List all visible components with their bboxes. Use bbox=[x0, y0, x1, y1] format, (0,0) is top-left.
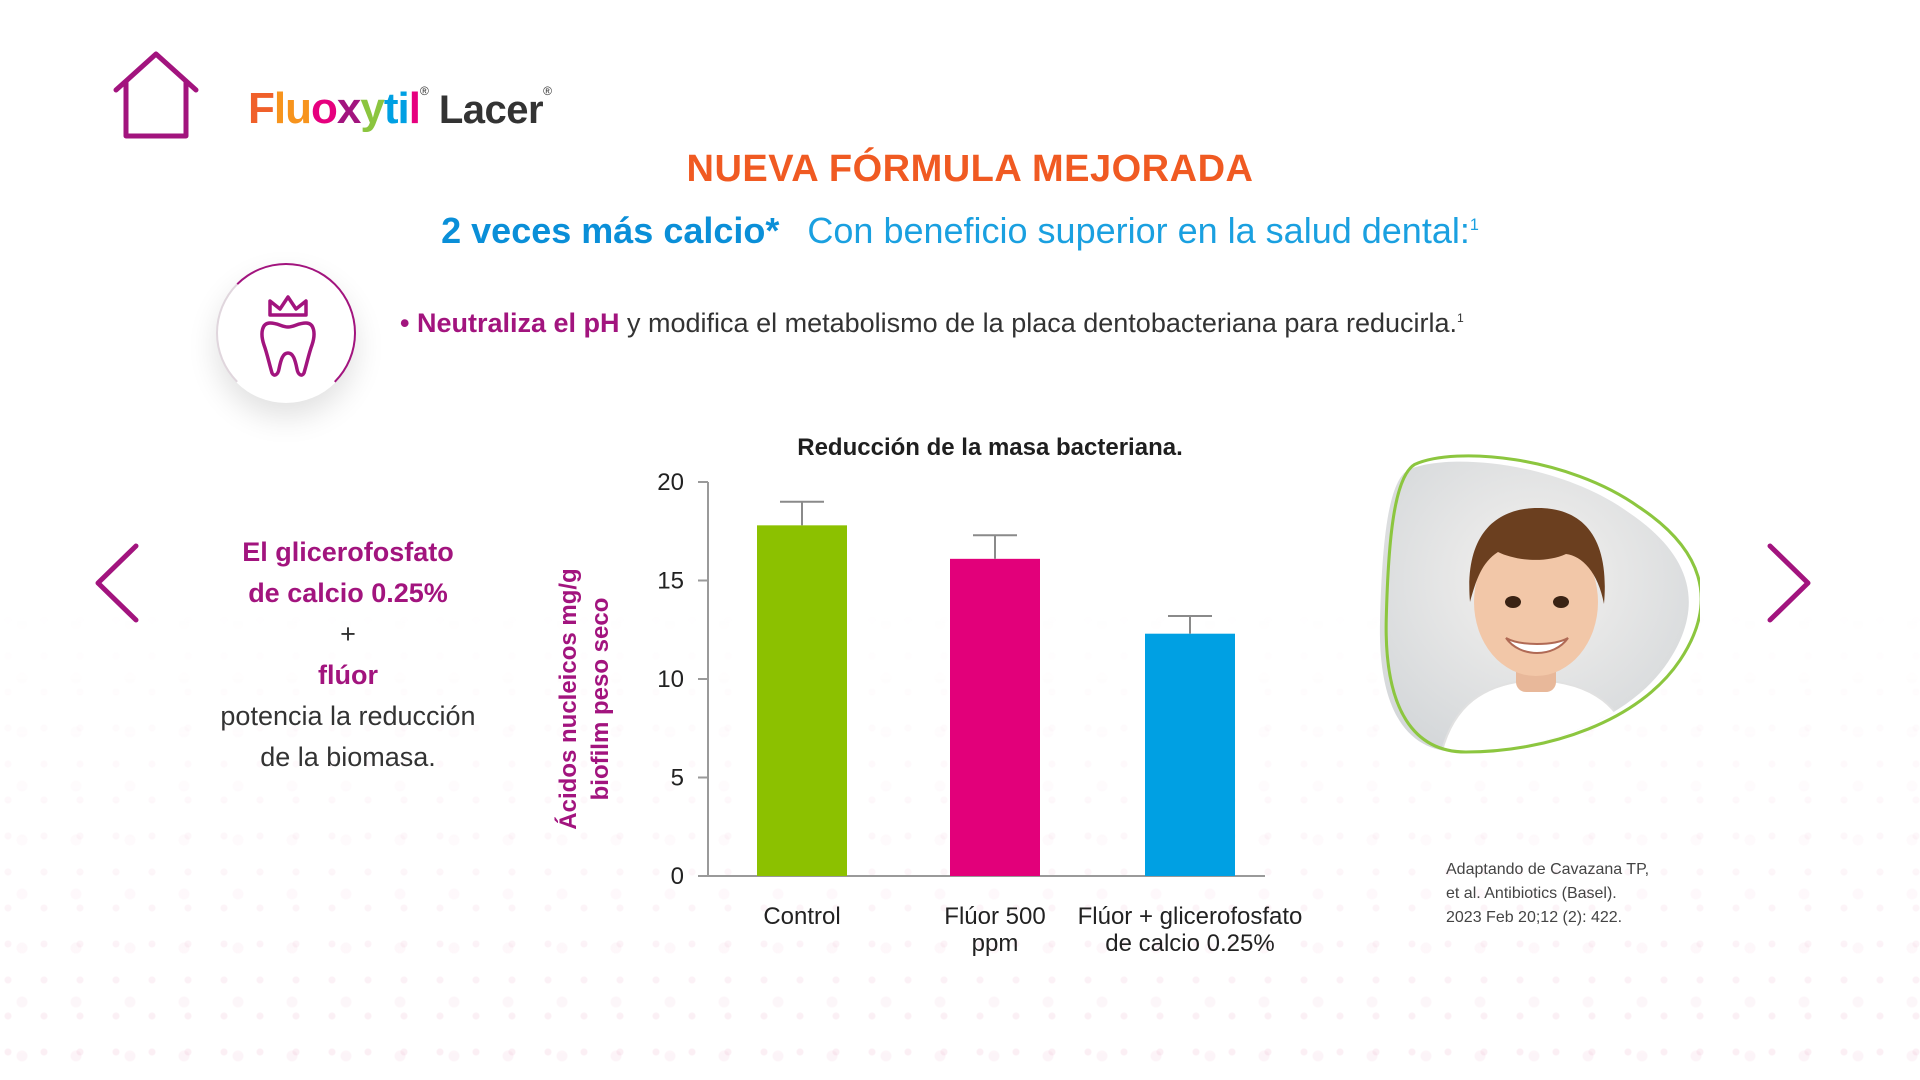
category-label: de calcio 0.25% bbox=[1105, 930, 1274, 957]
category-label: Control bbox=[763, 903, 840, 930]
side-claim-line-3: flúor bbox=[318, 660, 378, 690]
brand-letter: y bbox=[360, 84, 385, 133]
brand-letter: u bbox=[285, 84, 312, 133]
citation-line-1: Adaptando de Cavazana TP, bbox=[1446, 861, 1650, 878]
company-name: Lacer bbox=[438, 88, 544, 132]
tooth-crown-icon bbox=[260, 295, 316, 377]
bar bbox=[1145, 633, 1235, 876]
citation-line-2: et al. Antibiotics (Basel). bbox=[1446, 885, 1617, 902]
category-label: Flúor + glicerofosfato bbox=[1078, 903, 1303, 930]
benefit-bullet: • Neutraliza el pH y modifica el metabol… bbox=[400, 308, 1464, 339]
category-label: Flúor 500 bbox=[944, 903, 1045, 930]
prev-slide-arrow-icon[interactable] bbox=[88, 538, 148, 628]
side-claim-line-2: de calcio 0.25% bbox=[248, 578, 448, 608]
brand-letter: l bbox=[273, 84, 286, 133]
y-tick-label: 10 bbox=[657, 666, 684, 693]
bullet-text: y modifica el metabolismo de la placa de… bbox=[619, 308, 1457, 338]
bacterial-mass-bar-chart: Reducción de la masa bacteriana. 0 5 10 15 2… bbox=[554, 434, 1303, 957]
brand-letter: l bbox=[408, 84, 421, 133]
side-claim-plus: + bbox=[340, 619, 356, 649]
chart-title: Reducción de la masa bacteriana. bbox=[797, 434, 1183, 461]
bullet-strong: Neutraliza el pH bbox=[416, 308, 620, 338]
fluoxytil-lacer-logo: Fluoxytil® Lacer® bbox=[248, 84, 552, 144]
bar bbox=[950, 558, 1040, 876]
y-tick-label: 0 bbox=[671, 863, 684, 890]
subheadline-ref: 1 bbox=[1469, 216, 1479, 234]
y-axis-label: biofilm peso seco bbox=[587, 598, 614, 801]
home-icon[interactable] bbox=[108, 48, 204, 144]
next-slide-arrow-icon[interactable] bbox=[1758, 538, 1818, 628]
smiling-child-photo bbox=[1368, 452, 1703, 770]
brand-letter: o bbox=[311, 84, 338, 133]
subheadline-text: Con beneficio superior en la salud denta… bbox=[807, 210, 1470, 251]
y-tick-label: 20 bbox=[657, 469, 684, 496]
side-claim-text: El glicerofosfato de calcio 0.25% + flúo… bbox=[168, 532, 528, 778]
company-registered-mark: ® bbox=[543, 84, 552, 98]
y-tick-label: 15 bbox=[657, 568, 684, 595]
brand-name: Fluoxytil bbox=[248, 84, 421, 133]
side-claim-line-4: potencia la reducción bbox=[220, 701, 476, 731]
subheadline-strong: 2 veces más calcio* bbox=[441, 210, 780, 251]
bullet-ref: 1 bbox=[1457, 311, 1464, 325]
y-tick-label: 5 bbox=[671, 765, 684, 792]
citation-text: Adaptando de Cavazana TP, et al. Antibio… bbox=[1446, 858, 1706, 930]
y-axis-label: Ácidos nucleicos mg/g bbox=[554, 568, 582, 829]
brand-letter: x bbox=[336, 84, 362, 133]
tooth-crown-badge bbox=[216, 263, 356, 403]
bar bbox=[757, 525, 847, 876]
category-label: ppm bbox=[972, 930, 1019, 957]
side-claim-line-5: de la biomasa. bbox=[260, 742, 436, 772]
brand-registered-mark: ® bbox=[420, 84, 429, 98]
side-claim-line-1: El glicerofosfato bbox=[242, 537, 454, 567]
bullet-marker: • bbox=[400, 308, 410, 338]
brand-letter: F bbox=[248, 84, 275, 133]
page-headline: NUEVA FÓRMULA MEJORADA bbox=[686, 148, 1254, 190]
subheadline: 2 veces más calcio* Con beneficio superio… bbox=[0, 210, 1920, 252]
brand-letter: i bbox=[397, 84, 410, 133]
citation-line-3: 2023 Feb 20;12 (2): 422. bbox=[1446, 909, 1623, 926]
brand-letter: t bbox=[383, 84, 399, 133]
